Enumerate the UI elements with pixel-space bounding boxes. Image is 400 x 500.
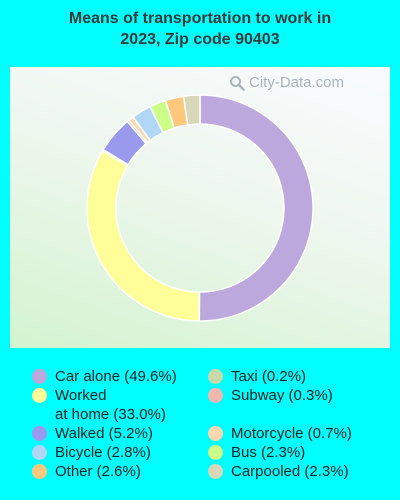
chart-title: Means of transportation to work in 2023,…: [0, 8, 400, 50]
slice-worked-at-home: [86, 149, 201, 322]
chart-title-line-1: Means of transportation to work in: [68, 10, 332, 27]
slice-carpooled: [182, 94, 201, 126]
chart-title-line-2: 2023, Zip code 90403: [120, 31, 280, 48]
watermark: City-Data.com: [229, 74, 344, 91]
watermark-text: City-Data.com: [249, 74, 345, 91]
slice-car-alone: [198, 94, 314, 322]
magnifier-icon: [230, 75, 245, 91]
